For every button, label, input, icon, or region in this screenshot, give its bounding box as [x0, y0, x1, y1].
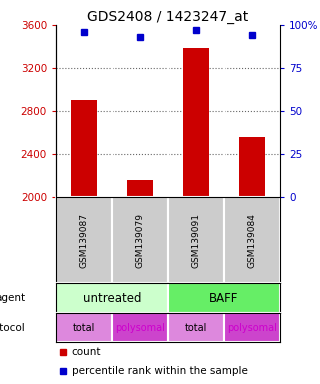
Text: percentile rank within the sample: percentile rank within the sample	[72, 366, 248, 376]
Bar	[56, 283, 168, 313]
Text: GSM139079: GSM139079	[135, 213, 145, 268]
Bar	[168, 313, 224, 343]
Bar	[224, 313, 280, 343]
Bar	[112, 313, 168, 343]
Text: BAFF: BAFF	[209, 291, 239, 305]
Text: untreated: untreated	[83, 291, 141, 305]
Bar	[127, 180, 153, 197]
Text: GSM139087: GSM139087	[79, 213, 89, 268]
Bar	[71, 100, 97, 197]
Bar	[56, 313, 112, 343]
Text: polysomal: polysomal	[227, 323, 277, 333]
Text: polysomal: polysomal	[115, 323, 165, 333]
Title: GDS2408 / 1423247_at: GDS2408 / 1423247_at	[87, 10, 249, 24]
Bar	[112, 197, 168, 283]
Text: count: count	[72, 347, 101, 357]
Text: total: total	[185, 323, 207, 333]
Bar	[168, 283, 280, 313]
Text: agent: agent	[0, 293, 25, 303]
Bar	[224, 197, 280, 283]
Text: GSM139084: GSM139084	[247, 213, 257, 268]
Bar	[239, 137, 265, 197]
Text: GSM139091: GSM139091	[191, 213, 201, 268]
Text: total: total	[73, 323, 95, 333]
Bar	[183, 48, 209, 197]
Text: protocol: protocol	[0, 323, 25, 333]
Bar	[56, 197, 112, 283]
Bar	[168, 197, 224, 283]
